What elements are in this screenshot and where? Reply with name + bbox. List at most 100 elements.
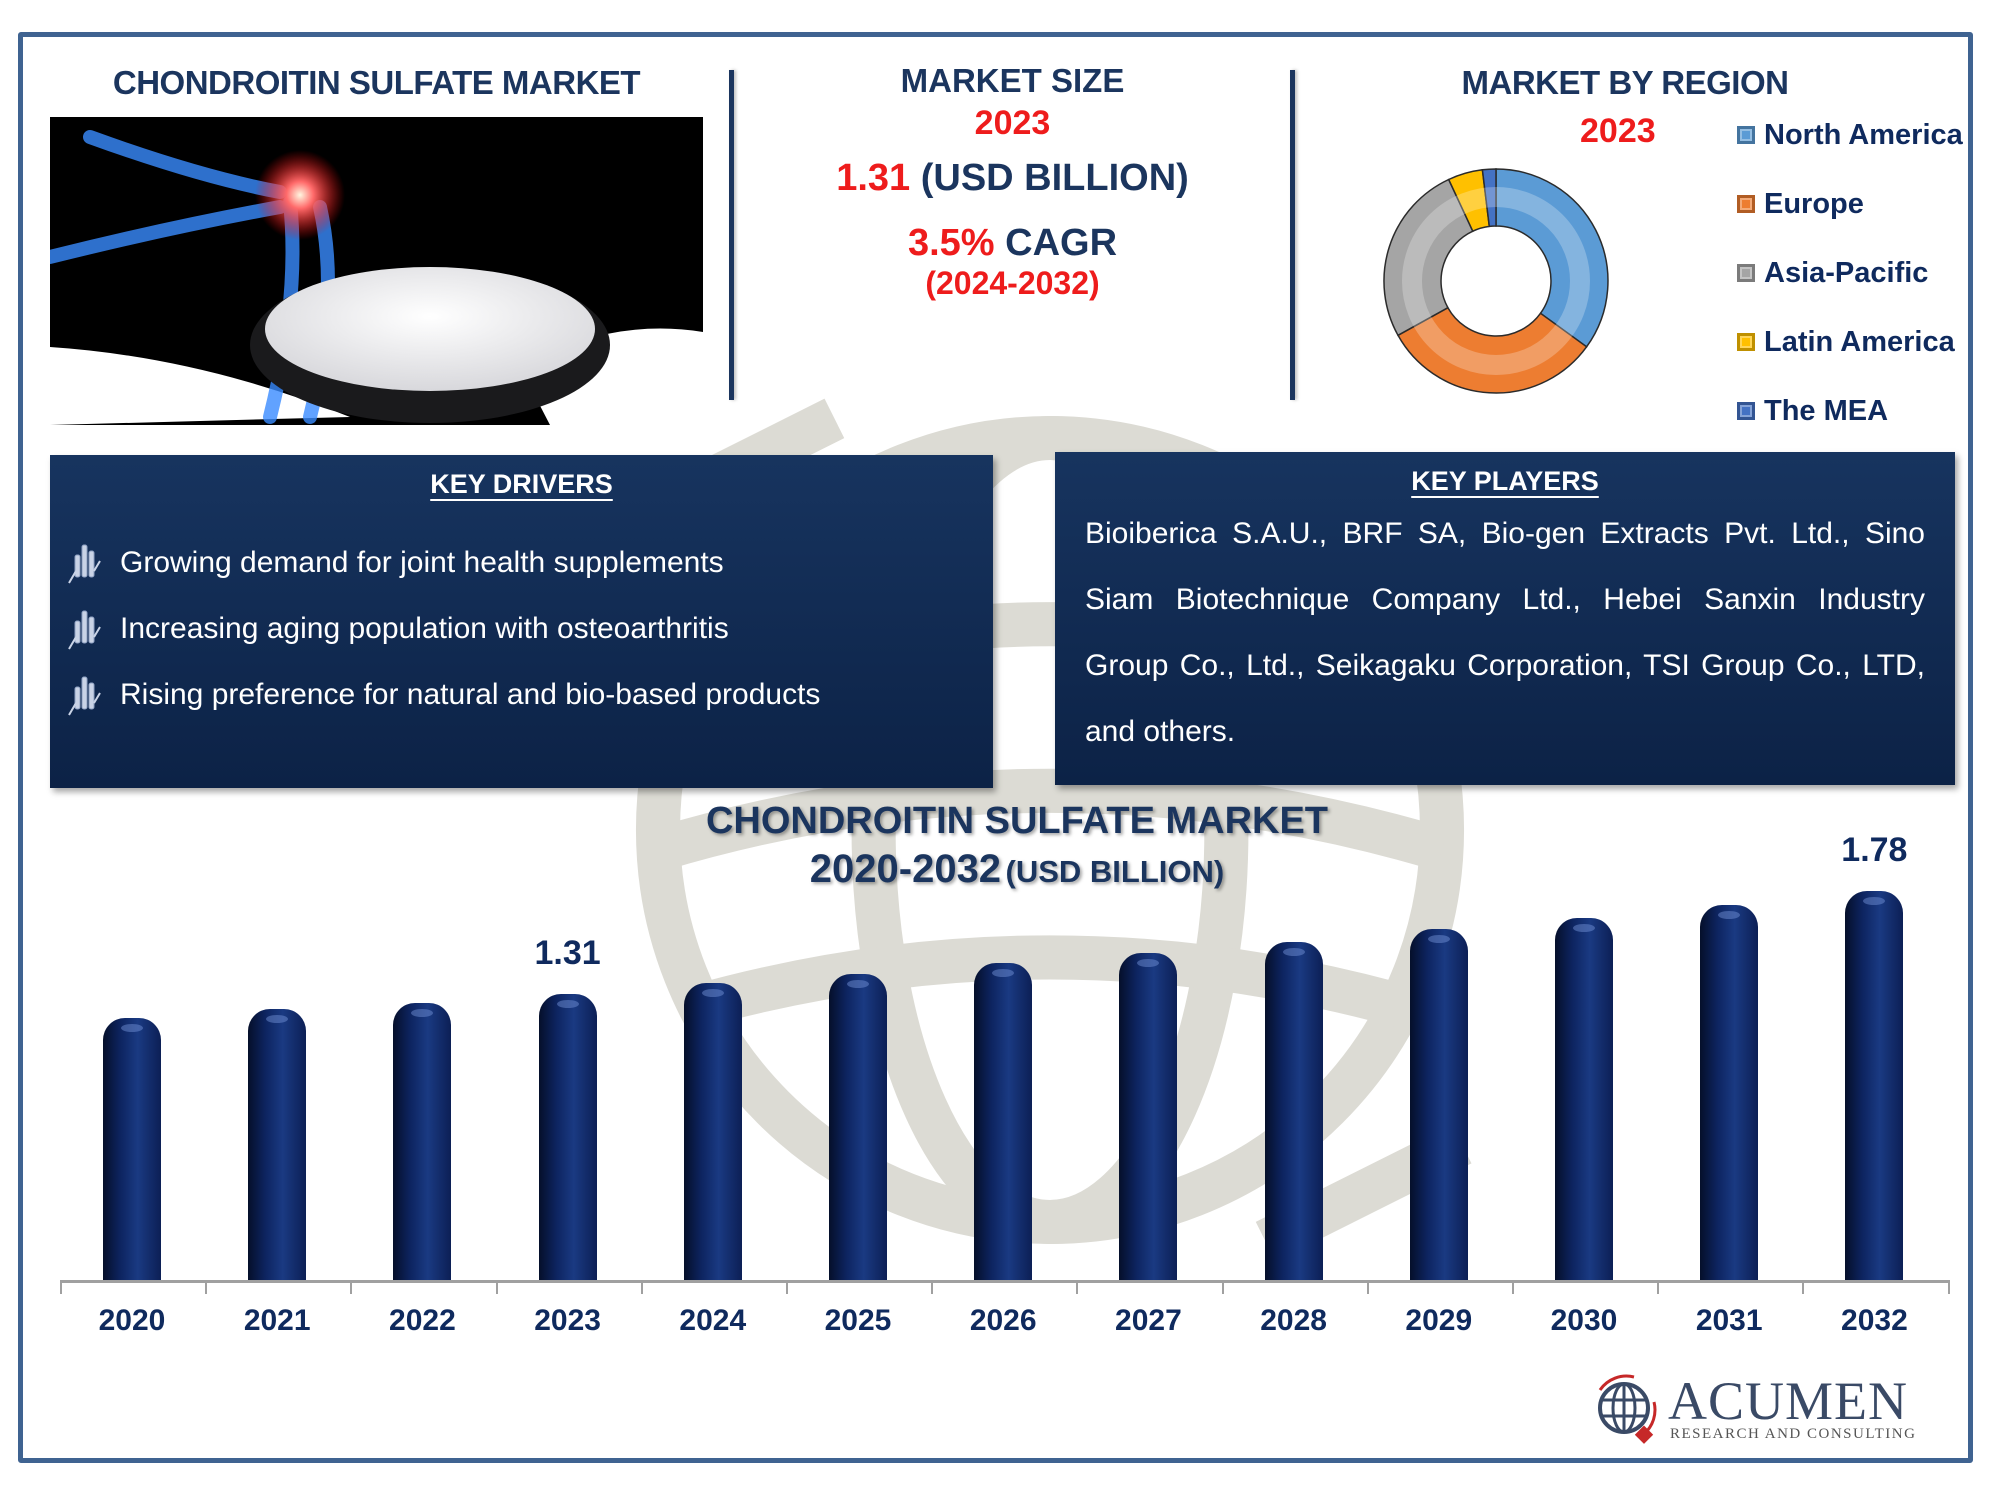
x-axis-labels: 2020 2021 2022 2023 2024 2025 2026 2027 2028 2029… <box>60 1280 1950 1340</box>
market-size-unit: (USD BILLION) <box>920 157 1189 199</box>
growth-chart-icon <box>68 610 101 650</box>
bar-2028 <box>1264 941 1323 1280</box>
x-axis-tick <box>640 1280 643 1294</box>
key-players-text: Bioiberica S.A.U., BRF SA, Bio-gen Extra… <box>1085 517 1925 748</box>
legend-swatch-icon <box>1737 195 1755 213</box>
legend-item-asia-pacific: Asia-Pacific <box>1737 253 1963 293</box>
legend-swatch-icon <box>1737 264 1755 282</box>
bar-chart-title-years: 2020-2032 <box>809 847 1002 891</box>
x-axis-label: 2029 <box>1405 1304 1473 1337</box>
bar-2024 <box>683 983 742 1280</box>
bar-2023 <box>538 994 597 1280</box>
region-title: MARKET BY REGION <box>1461 64 1789 101</box>
x-axis-tick <box>1076 1280 1079 1294</box>
bar-2026 <box>974 963 1033 1280</box>
legend-swatch-icon <box>1737 402 1755 420</box>
legend-item-latin-america: Latin America <box>1737 322 1963 362</box>
key-players-title: KEY PLAYERS <box>1411 466 1599 496</box>
key-drivers-box: KEY DRIVERS Growing demand for joint hea… <box>50 455 993 788</box>
x-axis-tick <box>786 1280 788 1294</box>
growth-chart-icon <box>68 676 101 716</box>
x-axis-tick <box>60 1280 62 1294</box>
bar-2027 <box>1119 952 1178 1280</box>
x-axis-label: 2021 <box>243 1304 311 1337</box>
bar-chart-title: CHONDROITIN SULFATE MARKET 2020-2032 (US… <box>617 800 1417 892</box>
bar-2031 <box>1700 904 1759 1280</box>
cagr-line: 3.5% CAGR <box>760 222 1265 265</box>
driver-item: Growing demand for joint health suppleme… <box>66 530 993 596</box>
x-axis-label: 2020 <box>98 1304 166 1337</box>
x-axis-tick <box>205 1280 208 1294</box>
logo-tagline: RESEARCH AND CONSULTING <box>1670 1426 1917 1442</box>
legend-swatch-icon <box>1737 126 1755 144</box>
legend-item-europe: Europe <box>1737 184 1963 224</box>
growth-chart-icon <box>68 544 101 584</box>
bar-2025 <box>829 974 887 1280</box>
driver-text: Rising preference for natural and bio-ba… <box>120 678 821 711</box>
bar-value-label: 1.78 <box>1841 831 1908 870</box>
driver-item: Rising preference for natural and bio-ba… <box>66 662 993 728</box>
bars-area: 1.31 1.78 <box>60 780 1950 1280</box>
x-axis-tick <box>931 1280 934 1294</box>
market-size-value-line: 1.31 (USD BILLION) <box>760 157 1265 200</box>
acumen-logo: ACUMEN RESEARCH AND CONSULTING <box>1588 1371 1928 1447</box>
x-axis-line <box>60 1280 1948 1283</box>
logo-name: ACUMEN <box>1668 1371 1909 1431</box>
product-image <box>50 117 703 425</box>
legend-label: Europe <box>1764 187 1864 220</box>
legend-item-north-america: North America <box>1737 115 1963 155</box>
driver-text: Growing demand for joint health suppleme… <box>120 546 724 579</box>
legend-label: Latin America <box>1764 325 1955 358</box>
x-axis-label: 2023 <box>534 1304 601 1337</box>
region-year: 2023 <box>1580 112 1656 150</box>
key-drivers-title: KEY DRIVERS <box>430 469 613 499</box>
x-axis-tick <box>350 1280 353 1294</box>
bar-chart: 1.31 1.78 <box>60 780 1950 1283</box>
x-axis-label: 2031 <box>1695 1304 1763 1337</box>
bar-chart-title-line2: 2020-2032 (USD BILLION) <box>617 847 1417 892</box>
bar-2020 <box>103 1018 161 1280</box>
page-title: CHONDROITIN SULFATE MARKET <box>112 64 641 101</box>
bar-chart-title-line1: CHONDROITIN SULFATE MARKET <box>705 800 1329 842</box>
bar-chart-title-unit: (USD BILLION) <box>1005 854 1225 889</box>
market-size-title: MARKET SIZE <box>900 62 1125 99</box>
segment-north-america <box>1495 168 1609 348</box>
segment-asia-pacific <box>1383 178 1474 337</box>
bar-2032 <box>1845 891 1904 1280</box>
x-axis-tick <box>1366 1280 1369 1294</box>
x-axis-label: 2030 <box>1550 1304 1618 1337</box>
legend-label: North America <box>1764 118 1963 151</box>
x-axis-tick <box>1512 1280 1514 1294</box>
knee-joint-powder-image <box>50 117 703 425</box>
x-axis-label: 2024 <box>679 1304 747 1337</box>
outer-frame <box>18 32 1973 1463</box>
region-donut-chart <box>1383 168 1609 394</box>
key-drivers-list: Growing demand for joint health suppleme… <box>50 530 993 728</box>
cagr-label: CAGR <box>1005 222 1118 264</box>
x-axis-label: 2032 <box>1841 1304 1908 1337</box>
x-axis-label: 2025 <box>824 1304 892 1337</box>
market-size-value: 1.31 <box>836 157 911 199</box>
segment-mea <box>1481 168 1497 228</box>
market-size-panel: MARKET SIZE 2023 1.31 (USD BILLION) 3.5%… <box>760 62 1265 302</box>
x-axis-tick <box>1657 1280 1660 1294</box>
bar-2021 <box>248 1009 307 1280</box>
header-divider-2 <box>1290 70 1295 400</box>
globe-logo-icon <box>1598 1374 1657 1444</box>
x-axis-label: 2026 <box>969 1304 1037 1337</box>
x-axis-label: 2027 <box>1115 1304 1182 1337</box>
cagr-value: 3.5% <box>907 222 995 264</box>
region-legend: North America Europe Asia-Pacific Latin … <box>1737 115 1963 431</box>
x-axis-label: 2028 <box>1260 1304 1327 1337</box>
segment-europe <box>1396 306 1588 394</box>
legend-item-mea: The MEA <box>1737 391 1963 431</box>
market-size-year: 2023 <box>974 104 1051 142</box>
x-axis-tick <box>1947 1280 1950 1294</box>
bar-value-label: 1.31 <box>534 934 601 972</box>
cagr-period: (2024-2032) <box>925 265 1100 301</box>
bar-2030 <box>1555 917 1613 1280</box>
x-axis-tick <box>1221 1280 1224 1294</box>
x-axis-tick <box>1802 1280 1805 1294</box>
bar-2022 <box>393 1002 452 1280</box>
legend-label: The MEA <box>1764 394 1889 427</box>
